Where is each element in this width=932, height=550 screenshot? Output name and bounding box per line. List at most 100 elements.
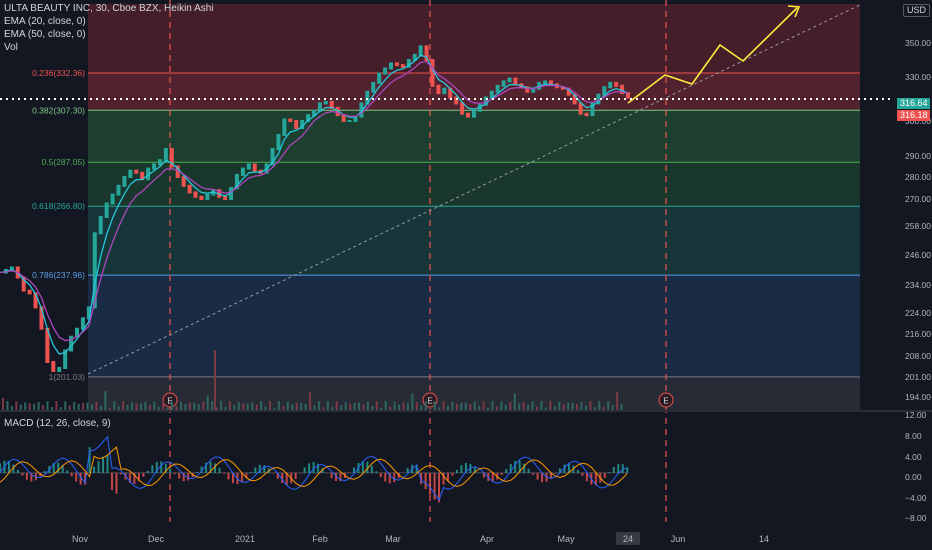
- candle: [489, 90, 494, 99]
- volume-legend[interactable]: Vol: [4, 42, 18, 53]
- price-tick-label: 280.00: [905, 172, 931, 182]
- volume-bar: [429, 406, 432, 410]
- macd-hist-bar: [93, 466, 96, 473]
- macd-hist-bar: [500, 472, 503, 475]
- volume-bar: [309, 391, 312, 410]
- volume-bar: [406, 403, 409, 410]
- candle: [86, 306, 91, 320]
- volume-bar: [10, 406, 13, 410]
- macd-hist-bar: [285, 472, 288, 485]
- macd-hist-bar: [370, 465, 373, 473]
- volume-bar: [228, 401, 231, 410]
- price-tick-label: 208.00: [905, 351, 931, 361]
- volume-bar: [188, 402, 191, 410]
- volume-bar: [580, 401, 583, 410]
- candle: [620, 84, 625, 95]
- macd-hist-bar: [514, 460, 517, 473]
- currency-label[interactable]: USD: [902, 4, 930, 17]
- volume-bar: [193, 402, 196, 410]
- volume-bar: [527, 404, 530, 410]
- volume-bar: [553, 405, 556, 410]
- volume-bar: [442, 401, 445, 410]
- macd-hist-bar: [532, 472, 535, 475]
- volume-bar: [148, 404, 151, 410]
- candle: [584, 112, 589, 117]
- earnings-marker: [658, 392, 674, 408]
- volume-bar: [246, 403, 249, 410]
- volume-bar: [415, 402, 418, 410]
- macd-hist-bar: [79, 472, 82, 485]
- volume-bar: [6, 401, 9, 410]
- time-tick-label: Feb: [312, 534, 328, 544]
- candle: [270, 148, 275, 166]
- volume-bar: [487, 407, 490, 410]
- candle: [33, 292, 38, 309]
- volume-bar: [366, 401, 369, 410]
- volume-bar: [402, 402, 405, 410]
- candle: [371, 81, 376, 93]
- time-tick-label: Jun: [671, 534, 686, 544]
- volume-bar: [393, 401, 396, 410]
- volume-bar: [175, 405, 178, 410]
- candle: [513, 77, 518, 86]
- macd-hist-bar: [576, 469, 579, 473]
- candle: [110, 193, 115, 205]
- macd-hist-bar: [451, 472, 454, 476]
- macd-hist-bar: [621, 464, 624, 473]
- price-tick-label: 350.00: [905, 38, 931, 48]
- volume-bar: [269, 401, 271, 410]
- macd-hist-bar: [424, 472, 427, 490]
- macd-hist-bar: [550, 472, 553, 479]
- fib-label: 0.5(287.05): [42, 157, 86, 167]
- candle: [223, 195, 228, 200]
- ema20-legend[interactable]: EMA (20, close, 0): [4, 16, 86, 27]
- price-tick-label: 330.00: [905, 72, 931, 82]
- price-tick-label: 290.00: [905, 151, 931, 161]
- macd-hist-bar: [21, 472, 24, 476]
- candle: [181, 176, 186, 187]
- volume-bar: [291, 404, 294, 410]
- time-tick-label: May: [557, 534, 575, 544]
- macd-hist-bar: [626, 467, 629, 473]
- candle: [602, 86, 607, 96]
- macd-hist-bar: [254, 467, 257, 473]
- candle: [306, 114, 311, 122]
- symbol-title: ULTA BEAUTY INC, 30, Cboe BZX, Heikin As…: [4, 3, 214, 14]
- volume-bar: [518, 403, 521, 410]
- candle: [389, 62, 394, 70]
- volume-bar: [500, 401, 503, 410]
- candle: [240, 167, 245, 176]
- volume-bar: [64, 401, 67, 410]
- volume-bar: [304, 403, 307, 410]
- macd-hist-bar: [482, 472, 485, 478]
- volume-bar: [384, 401, 387, 410]
- volume-bar: [611, 405, 614, 410]
- earnings-marker: [162, 392, 178, 408]
- macd-hist-bar: [559, 468, 561, 473]
- macd-hist-bar: [160, 461, 163, 473]
- earnings-label: E: [427, 397, 432, 406]
- volume-bar: [317, 401, 320, 410]
- candle: [608, 81, 613, 89]
- volume-bar: [491, 401, 494, 410]
- candle: [45, 327, 50, 363]
- volume-bar: [576, 403, 579, 410]
- macd-hist-bar: [420, 472, 423, 485]
- candle: [300, 120, 305, 129]
- macd-hist-bar: [151, 465, 154, 473]
- macd-hist-bar: [518, 460, 521, 473]
- time-tick-label: Nov: [72, 534, 89, 544]
- fib-label: 0.786(237.96): [32, 270, 85, 280]
- candle: [122, 176, 127, 187]
- macd-hist-bar: [70, 472, 73, 477]
- macd-legend[interactable]: MACD (12, 26, close, 9): [4, 418, 111, 429]
- macd-hist-bar: [25, 472, 28, 480]
- volume-bar: [362, 404, 365, 410]
- macd-hist-bar: [308, 463, 311, 473]
- projection-arrowhead: [787, 5, 801, 18]
- price-tick-label: 194.00: [905, 392, 931, 402]
- macd-hist-bar: [393, 472, 396, 483]
- fib-zone-0: [88, 4, 860, 73]
- ema50-legend[interactable]: EMA (50, close, 0): [4, 29, 86, 40]
